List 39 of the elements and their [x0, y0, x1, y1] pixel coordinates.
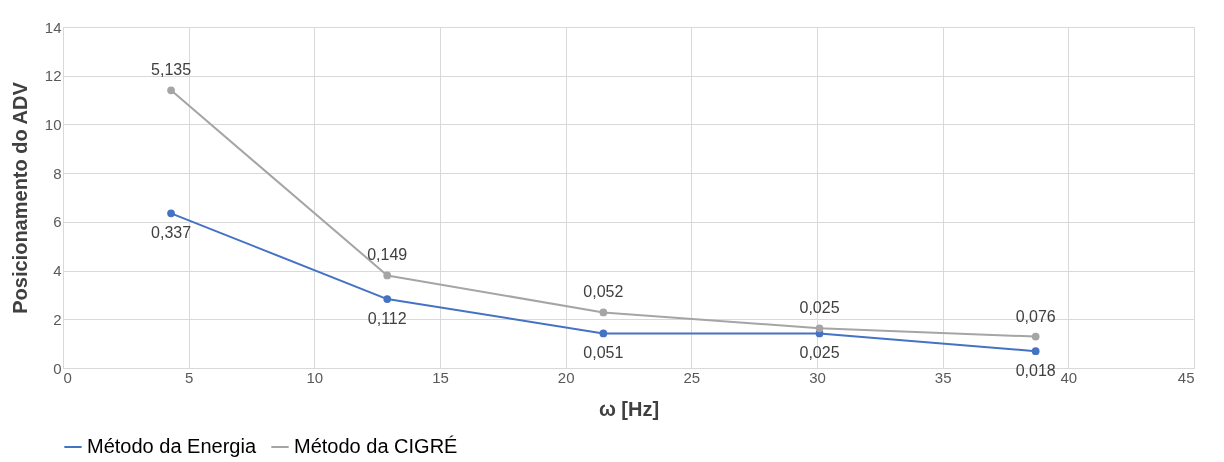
y-tick-label: 8 [53, 164, 62, 182]
y-tick-label: 10 [44, 115, 62, 133]
y-tick-label: 2 [53, 310, 62, 328]
point [383, 271, 392, 280]
annotation: 0,112 [367, 310, 407, 328]
point [167, 209, 175, 218]
point [167, 86, 175, 95]
annotation: 0,337 [151, 224, 192, 242]
point [383, 295, 392, 303]
x-tick-label: 15 [432, 368, 449, 386]
annotation: 0,051 [583, 344, 624, 362]
x-tick-label: 25 [683, 368, 701, 386]
x-tick-label: 45 [1177, 368, 1195, 386]
x-tick-label: 20 [557, 368, 575, 386]
y-tick-label: 6 [53, 213, 62, 231]
point [599, 308, 608, 317]
y-tick-label: 14 [44, 18, 62, 36]
point [815, 324, 824, 333]
x-tick-label: 5 [184, 368, 194, 386]
annotation: 0,025 [799, 344, 840, 362]
point [1031, 347, 1040, 356]
x-tick-label: 35 [934, 368, 952, 386]
x-tick-label: 40 [1060, 368, 1078, 386]
point [599, 329, 608, 338]
x-axis-title: ω [Hz] [598, 397, 660, 420]
y-axis-title: Posicionamento do ADV [8, 81, 31, 314]
x-tick-label: 10 [306, 368, 324, 386]
annotation: 0,025 [799, 299, 840, 317]
y-tick-label: 12 [44, 67, 62, 85]
y-tick-label: 4 [53, 262, 62, 280]
annotation: 0,052 [583, 283, 624, 301]
point [1031, 332, 1040, 341]
annotation: 5,135 [151, 61, 192, 79]
legend-label: Método da Energia [87, 435, 257, 457]
annotation: 0,149 [367, 246, 408, 264]
annotation: 0,076 [1015, 307, 1056, 325]
annotation: 0,018 [1015, 362, 1056, 380]
legend-label: Método da CIGRÉ [294, 435, 458, 457]
x-tick-label: 30 [809, 368, 826, 386]
